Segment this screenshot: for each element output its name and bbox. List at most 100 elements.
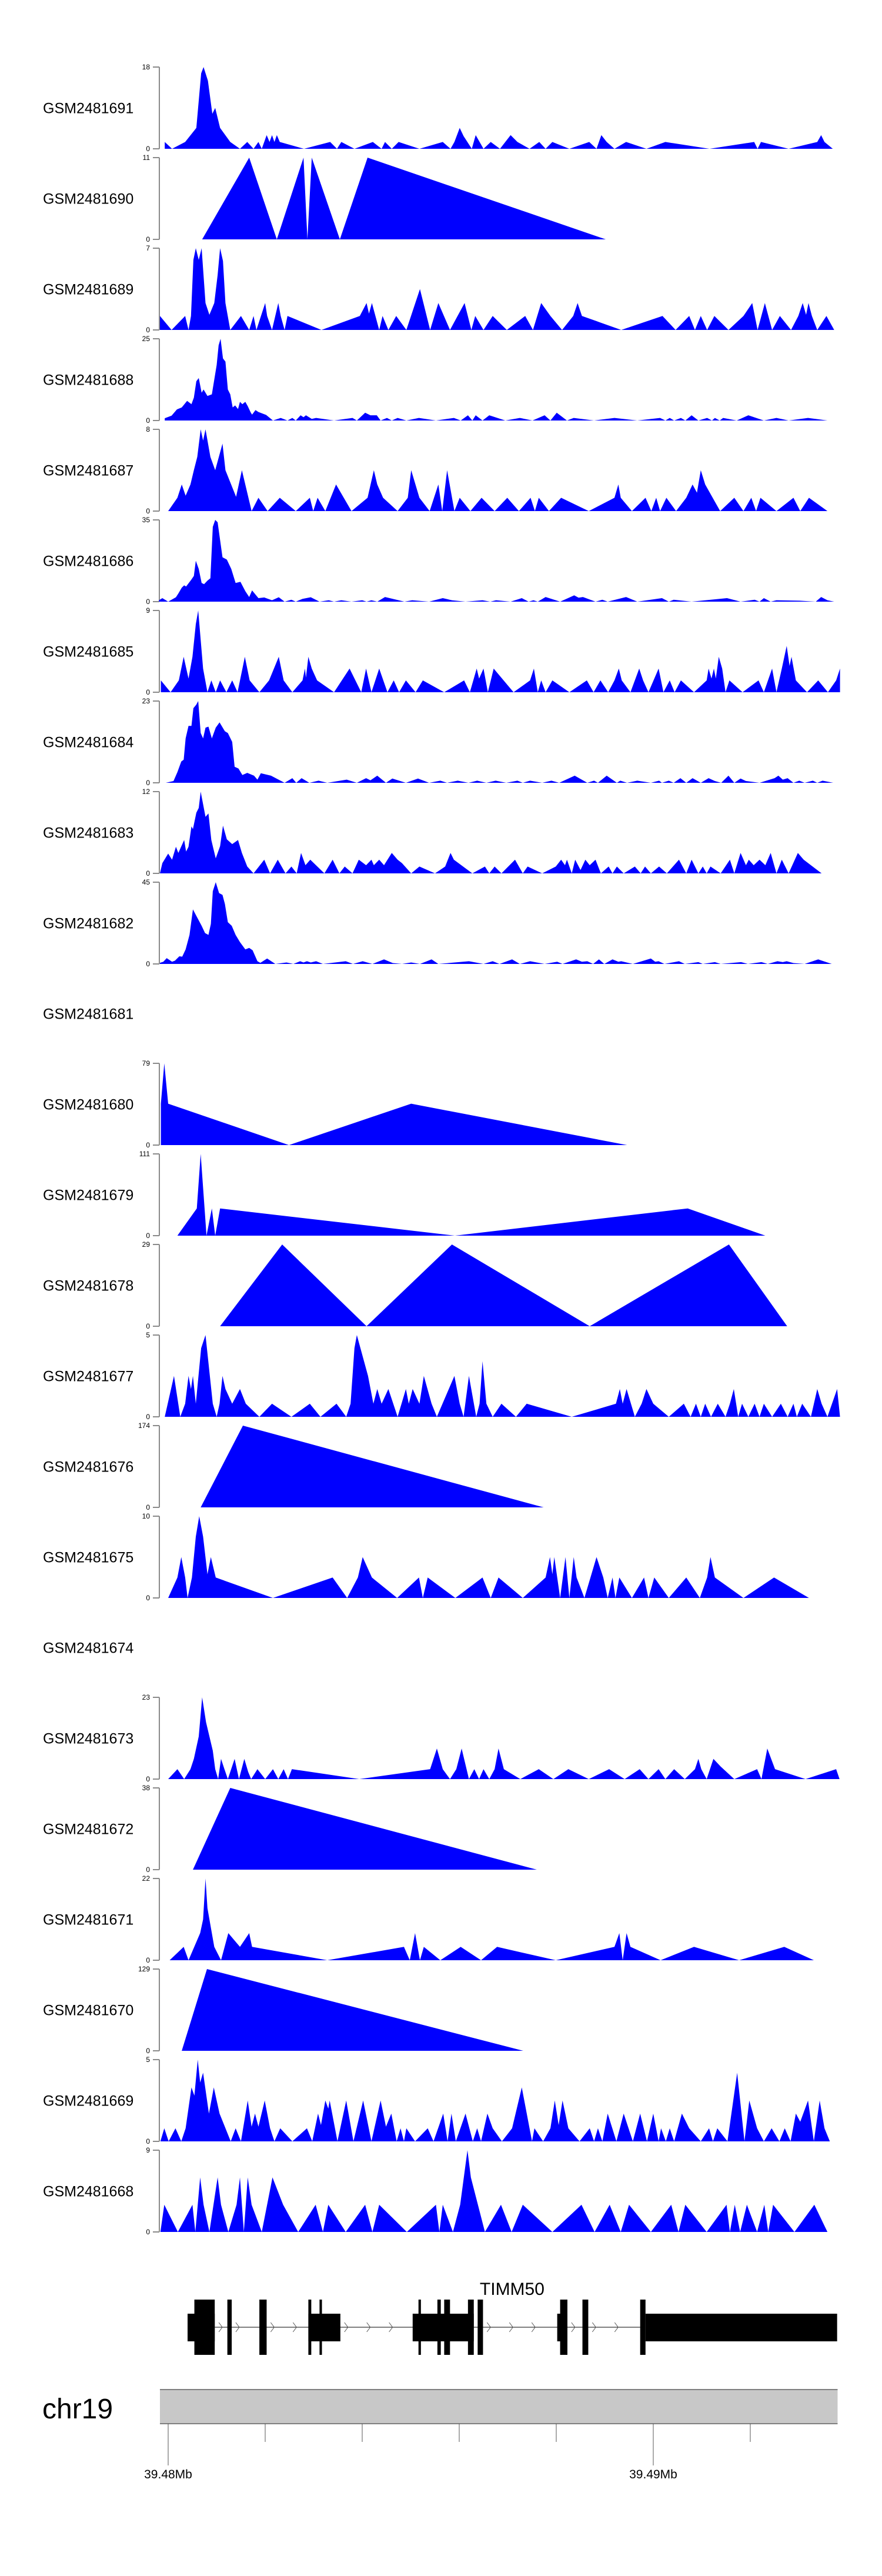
coverage-area xyxy=(159,520,834,602)
y-tick-label-max: 79 xyxy=(142,1059,151,1067)
track-GSM2481671: GSM2481671 22 0 xyxy=(43,1874,814,1964)
strand-chevron-icon xyxy=(218,2322,223,2333)
y-tick-label-zero: 0 xyxy=(146,1775,150,1783)
track-label: GSM2481683 xyxy=(43,825,133,842)
y-tick-label-zero: 0 xyxy=(146,1503,150,1511)
exon-coding xyxy=(308,2300,312,2355)
chromosome-label: chr19 xyxy=(42,2394,113,2425)
track-label: GSM2481680 xyxy=(43,1097,133,1113)
y-tick-label-max: 38 xyxy=(142,1784,151,1792)
exon-block xyxy=(645,2314,837,2341)
exon-coding xyxy=(582,2300,589,2355)
coverage-area xyxy=(160,248,834,330)
coverage-area xyxy=(193,1788,537,1870)
coverage-area xyxy=(160,2060,830,2141)
strand-chevron-icon xyxy=(366,2322,371,2333)
track-GSM2481675: GSM2481675 10 0 xyxy=(43,1512,809,1602)
y-tick-label-max: 10 xyxy=(142,1512,151,1520)
y-tick-label-max: 7 xyxy=(146,244,150,252)
track-label: GSM2481682 xyxy=(43,916,133,932)
track-label: GSM2481669 xyxy=(43,2093,133,2110)
track-label: GSM2481670 xyxy=(43,2003,133,2019)
gene-label: TIMM50 xyxy=(480,2280,544,2299)
track-label: GSM2481668 xyxy=(43,2184,133,2200)
coverage-area xyxy=(165,1335,840,1417)
y-tick-label-zero: 0 xyxy=(146,869,150,877)
y-tick-label-zero: 0 xyxy=(146,145,150,153)
y-tick-label-max: 23 xyxy=(142,1693,151,1701)
y-tick-label-max: 12 xyxy=(142,788,151,796)
track-GSM2481669: GSM2481669 5 0 xyxy=(43,2056,830,2145)
chromosome-band xyxy=(159,2390,838,2424)
exon-coding xyxy=(640,2300,646,2355)
track-GSM2481689: GSM2481689 7 0 xyxy=(43,244,834,334)
strand-chevron-icon xyxy=(531,2322,536,2333)
exon-coding xyxy=(418,2300,421,2355)
coverage-area xyxy=(168,1516,809,1598)
y-tick-label-max: 18 xyxy=(142,63,151,71)
exon-coding xyxy=(259,2300,267,2355)
track-label: GSM2481678 xyxy=(43,1278,133,1294)
coverage-area xyxy=(160,882,832,964)
track-label: GSM2481686 xyxy=(43,553,133,570)
y-tick-label-max: 9 xyxy=(146,2146,150,2154)
y-tick-label-zero: 0 xyxy=(146,416,150,425)
coverage-area xyxy=(168,429,828,511)
y-tick-label-max: 23 xyxy=(142,697,151,705)
track-GSM2481685: GSM2481685 9 0 xyxy=(43,606,840,696)
coverage-tracks: GSM2481691180GSM2481690110GSM248168970GS… xyxy=(43,63,840,2236)
axis-tick-label: 39.48Mb xyxy=(144,2468,192,2481)
y-tick-label-max: 35 xyxy=(142,516,151,524)
strand-chevron-icon xyxy=(571,2322,576,2333)
track-label: GSM2481677 xyxy=(43,1369,133,1385)
track-GSM2481691: GSM2481691 18 0 xyxy=(43,63,833,153)
strand-chevron-icon xyxy=(509,2322,513,2333)
y-tick-label-max: 25 xyxy=(142,335,151,343)
y-tick-label-max: 5 xyxy=(146,2056,150,2064)
track-label: GSM2481688 xyxy=(43,372,133,389)
track-GSM2481690: GSM2481690 11 0 xyxy=(43,154,606,243)
axis-tick-label: 39.49Mb xyxy=(629,2468,677,2481)
track-label: GSM2481679 xyxy=(43,1187,133,1204)
track-GSM2481677: GSM2481677 5 0 xyxy=(43,1331,840,1421)
exon-coding xyxy=(227,2300,232,2355)
coverage-area xyxy=(201,1426,544,1507)
y-tick-label-max: 174 xyxy=(138,1422,150,1430)
track-label: GSM2481672 xyxy=(43,1821,133,1838)
track-GSM2481678: GSM2481678 29 0 xyxy=(43,1240,787,1330)
track-GSM2481688: GSM2481688 25 0 xyxy=(43,335,828,425)
y-tick-label-max: 9 xyxy=(146,606,150,615)
exon-block xyxy=(308,2314,340,2341)
coverage-area xyxy=(161,1063,627,1145)
track-GSM2481679: GSM2481679 111 0 xyxy=(43,1150,766,1240)
y-tick-label-max: 11 xyxy=(143,154,151,162)
gene-track: TIMM50 xyxy=(188,2280,837,2355)
y-tick-label-zero: 0 xyxy=(146,326,150,334)
track-label: GSM2481676 xyxy=(43,1459,133,1476)
exon-block xyxy=(412,2314,474,2341)
track-label: GSM2481673 xyxy=(43,1731,133,1747)
exon-coding xyxy=(319,2300,322,2355)
track-label: GSM2481690 xyxy=(43,191,133,208)
track-GSM2481680: GSM2481680 79 0 xyxy=(43,1059,627,1149)
y-tick-label-max: 111 xyxy=(139,1150,151,1158)
coverage-area xyxy=(220,1244,787,1326)
track-GSM2481683: GSM2481683 12 0 xyxy=(43,788,822,877)
y-tick-label-zero: 0 xyxy=(146,779,150,787)
track-GSM2481682: GSM2481682 45 0 xyxy=(43,878,832,968)
y-tick-label-max: 29 xyxy=(142,1240,151,1249)
coverage-area xyxy=(160,792,822,873)
exon-coding xyxy=(467,2300,474,2355)
exon-coding xyxy=(560,2300,567,2355)
track-label: GSM2481685 xyxy=(43,644,133,660)
y-tick-label-zero: 0 xyxy=(146,598,150,606)
exon-coding xyxy=(437,2300,441,2355)
coverage-area xyxy=(202,158,606,239)
coverage-area xyxy=(161,610,840,692)
y-tick-label-max: 8 xyxy=(146,425,150,433)
strand-chevron-icon xyxy=(270,2322,275,2333)
y-tick-label-max: 22 xyxy=(142,1874,151,1883)
strand-chevron-icon xyxy=(614,2322,619,2333)
strand-chevron-icon xyxy=(235,2322,240,2333)
track-label: GSM2481687 xyxy=(43,463,133,479)
